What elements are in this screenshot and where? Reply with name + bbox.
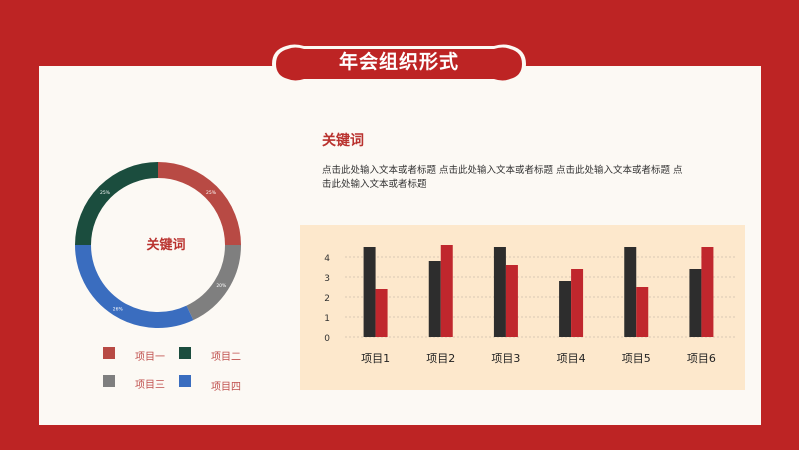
x-tick-label: 项目4 xyxy=(557,352,586,365)
page-title: 年会组织形式 xyxy=(338,51,459,73)
bar xyxy=(375,289,388,337)
bar xyxy=(493,247,506,337)
legend-label: 项目三 xyxy=(135,380,165,391)
legend-item-1 xyxy=(103,347,115,359)
bar xyxy=(363,247,376,337)
x-tick-label: 项目1 xyxy=(361,352,390,365)
legend-item-4 xyxy=(179,375,191,387)
donut-center-label: 关键词 xyxy=(146,238,186,253)
bar xyxy=(624,247,637,337)
legend-item-2 xyxy=(179,347,191,359)
legend-label: 项目一 xyxy=(135,352,165,363)
x-tick-label: 项目3 xyxy=(491,352,520,365)
donut-slice xyxy=(157,162,241,246)
legend-label: 项目二 xyxy=(211,352,241,363)
title-banner: 年会组织形式 xyxy=(264,40,534,88)
bar xyxy=(636,287,649,337)
donut-slice xyxy=(75,162,159,246)
legend-swatch xyxy=(179,347,191,359)
bar xyxy=(505,265,518,337)
bar-chart: 0 1 2 3 4 项目1 项目2 项目3 项目4 项目5 项目6 xyxy=(324,245,736,365)
legend-item-3 xyxy=(103,375,115,387)
donut-slice-label: 20% xyxy=(216,283,227,289)
bar xyxy=(440,245,453,337)
x-tick-label: 项目5 xyxy=(622,352,651,365)
bar xyxy=(559,281,572,337)
y-tick-label: 1 xyxy=(324,314,330,324)
legend-label: 项目四 xyxy=(211,382,241,393)
y-tick-label: 0 xyxy=(324,334,330,344)
banner-shape xyxy=(272,44,526,84)
donut-slice-label: 25% xyxy=(206,190,217,196)
x-tick-label: 项目2 xyxy=(426,352,455,365)
section-heading: 关键词 xyxy=(322,133,364,149)
legend-swatch xyxy=(103,347,115,359)
legend-swatch xyxy=(179,375,191,387)
legend-swatch xyxy=(103,375,115,387)
donut-slice-label: 26% xyxy=(113,306,124,312)
x-tick-label: 项目6 xyxy=(687,352,716,365)
bar xyxy=(701,247,714,337)
donut-slice xyxy=(75,244,194,328)
y-tick-label: 3 xyxy=(324,274,330,284)
bar-chart-panel: 0 1 2 3 4 项目1 项目2 项目3 项目4 项目5 项目6 xyxy=(300,225,745,390)
y-tick-label: 4 xyxy=(324,254,330,264)
y-tick-label: 2 xyxy=(324,294,330,304)
body-text: 点击此处输入文本或者标题 点击此处输入文本或者标题 点击此处输入文本或者标题 点… xyxy=(322,165,683,190)
bar xyxy=(428,261,441,337)
donut-slice xyxy=(186,244,241,321)
donut-chart: 25% 20% 26% 25% xyxy=(75,162,241,328)
bar xyxy=(571,269,584,337)
donut-slice-label: 25% xyxy=(100,190,111,196)
bar xyxy=(689,269,702,337)
